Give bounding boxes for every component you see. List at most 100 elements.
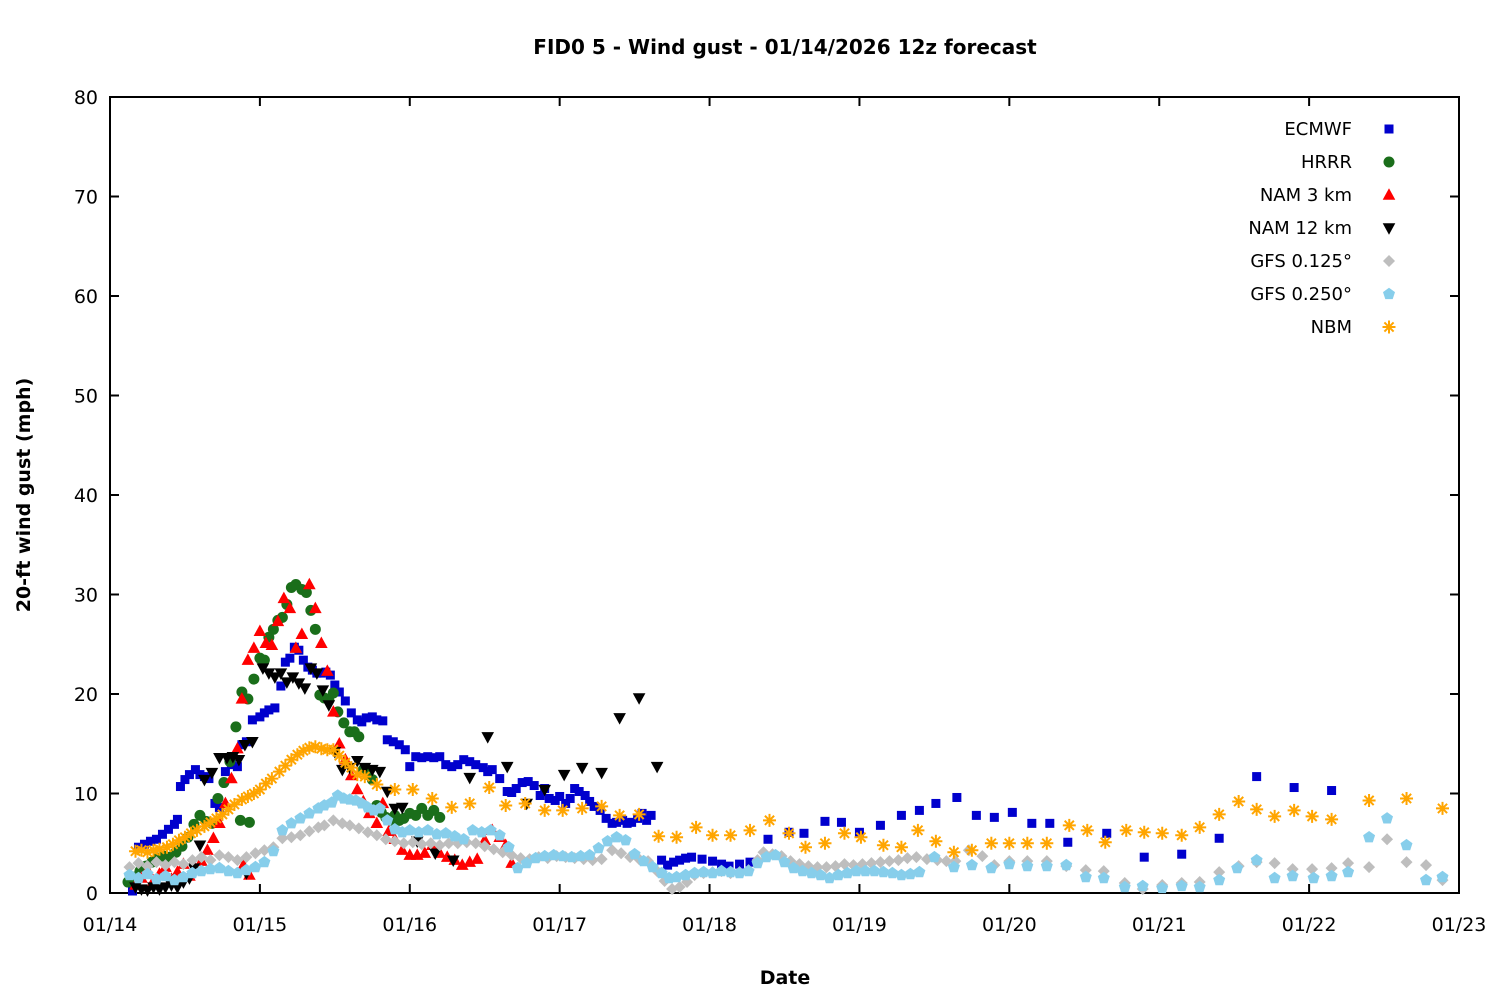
data-point	[850, 864, 863, 877]
data-point	[1177, 849, 1187, 859]
data-point	[327, 687, 339, 699]
data-point	[574, 849, 587, 862]
legend: ECMWF HRRR NAM 3 km NAM 12 km GFS 0.125° GFS …	[1248, 119, 1396, 338]
data-point	[1102, 828, 1112, 838]
x-tick-label: 01/14	[83, 914, 138, 936]
data-point	[687, 852, 697, 862]
data-point	[1175, 879, 1188, 892]
data-point	[1250, 802, 1264, 816]
y-axis-label: 20-ft wind gust (mph)	[13, 378, 35, 613]
data-point	[139, 839, 149, 849]
data-point	[160, 840, 174, 854]
data-point	[397, 837, 410, 850]
data-point	[493, 829, 506, 841]
data-point	[511, 784, 521, 794]
data-point	[231, 866, 244, 879]
data-point	[346, 708, 356, 718]
data-point	[601, 813, 611, 823]
data-point	[463, 772, 477, 785]
data-point	[296, 744, 310, 758]
data-point	[592, 841, 605, 854]
data-point	[300, 587, 312, 599]
data-point	[253, 624, 267, 637]
data-point	[717, 859, 727, 869]
data-point	[175, 782, 185, 792]
axis-ticks: 01/14 01/15 01/16 01/17 01/18 01/19 01/20 01/21…	[74, 87, 1487, 936]
data-point	[132, 857, 145, 870]
data-point	[706, 828, 720, 842]
data-point	[247, 715, 257, 725]
data-point	[556, 849, 569, 862]
data-point	[670, 830, 684, 844]
data-point	[471, 760, 481, 770]
data-point	[724, 828, 738, 842]
data-point	[423, 752, 433, 762]
data-point	[353, 731, 365, 743]
data-point	[841, 866, 854, 879]
chart-title: FID0 5 - Wind gust - 01/14/2026 12z fore…	[533, 35, 1037, 59]
data-point	[1040, 859, 1053, 872]
data-point	[132, 871, 145, 884]
x-tick-label: 01/18	[682, 914, 737, 936]
data-point	[892, 854, 905, 867]
data-point	[177, 858, 190, 871]
data-point	[412, 826, 425, 838]
data-point	[595, 799, 609, 813]
data-point	[455, 858, 469, 870]
data-point	[222, 864, 235, 877]
data-point	[212, 792, 224, 804]
data-point	[735, 859, 745, 869]
data-point	[303, 825, 316, 838]
data-point	[952, 792, 962, 802]
data-point	[166, 837, 180, 851]
data-point	[1155, 826, 1169, 840]
data-point	[1268, 871, 1281, 884]
data-point	[430, 828, 443, 840]
data-point	[931, 798, 941, 808]
data-point	[463, 855, 477, 867]
data-point	[259, 777, 273, 791]
data-point	[247, 787, 261, 800]
data-point	[425, 791, 439, 805]
legend-marker-square-icon	[1384, 124, 1394, 134]
data-point	[896, 810, 906, 820]
data-point	[184, 770, 194, 780]
data-point	[235, 792, 249, 806]
data-point	[445, 800, 459, 814]
y-tick-label: 40	[74, 485, 98, 507]
data-point	[150, 856, 163, 869]
data-point	[1268, 809, 1282, 823]
legend-item-nam-12-km: NAM 12 km	[1248, 218, 1396, 239]
data-point	[435, 752, 445, 762]
data-point	[901, 852, 914, 865]
data-point	[441, 760, 451, 770]
data-point	[1305, 809, 1319, 823]
data-point	[1062, 818, 1076, 832]
data-point	[204, 854, 217, 867]
data-point	[595, 805, 605, 815]
data-point	[267, 844, 280, 857]
data-point	[163, 824, 173, 834]
data-point	[1002, 836, 1016, 850]
data-point	[796, 864, 809, 877]
data-point	[1400, 791, 1414, 805]
data-point	[326, 743, 340, 757]
data-point	[928, 850, 941, 863]
data-point	[327, 705, 340, 717]
data-point	[232, 762, 242, 772]
data-point	[583, 848, 596, 861]
data-point	[218, 777, 230, 789]
data-point	[316, 685, 330, 697]
data-point	[308, 740, 322, 754]
data-point	[520, 856, 533, 869]
data-point	[1400, 856, 1413, 869]
data-point	[221, 802, 235, 816]
data-point	[502, 840, 515, 853]
data-point	[1436, 801, 1450, 815]
data-point	[304, 663, 318, 675]
data-point	[1436, 870, 1449, 883]
data-point	[315, 636, 328, 648]
data-point	[482, 781, 496, 795]
legend-item-gfs-0-250: GFS 0.250°	[1250, 284, 1395, 305]
data-point	[646, 810, 656, 820]
